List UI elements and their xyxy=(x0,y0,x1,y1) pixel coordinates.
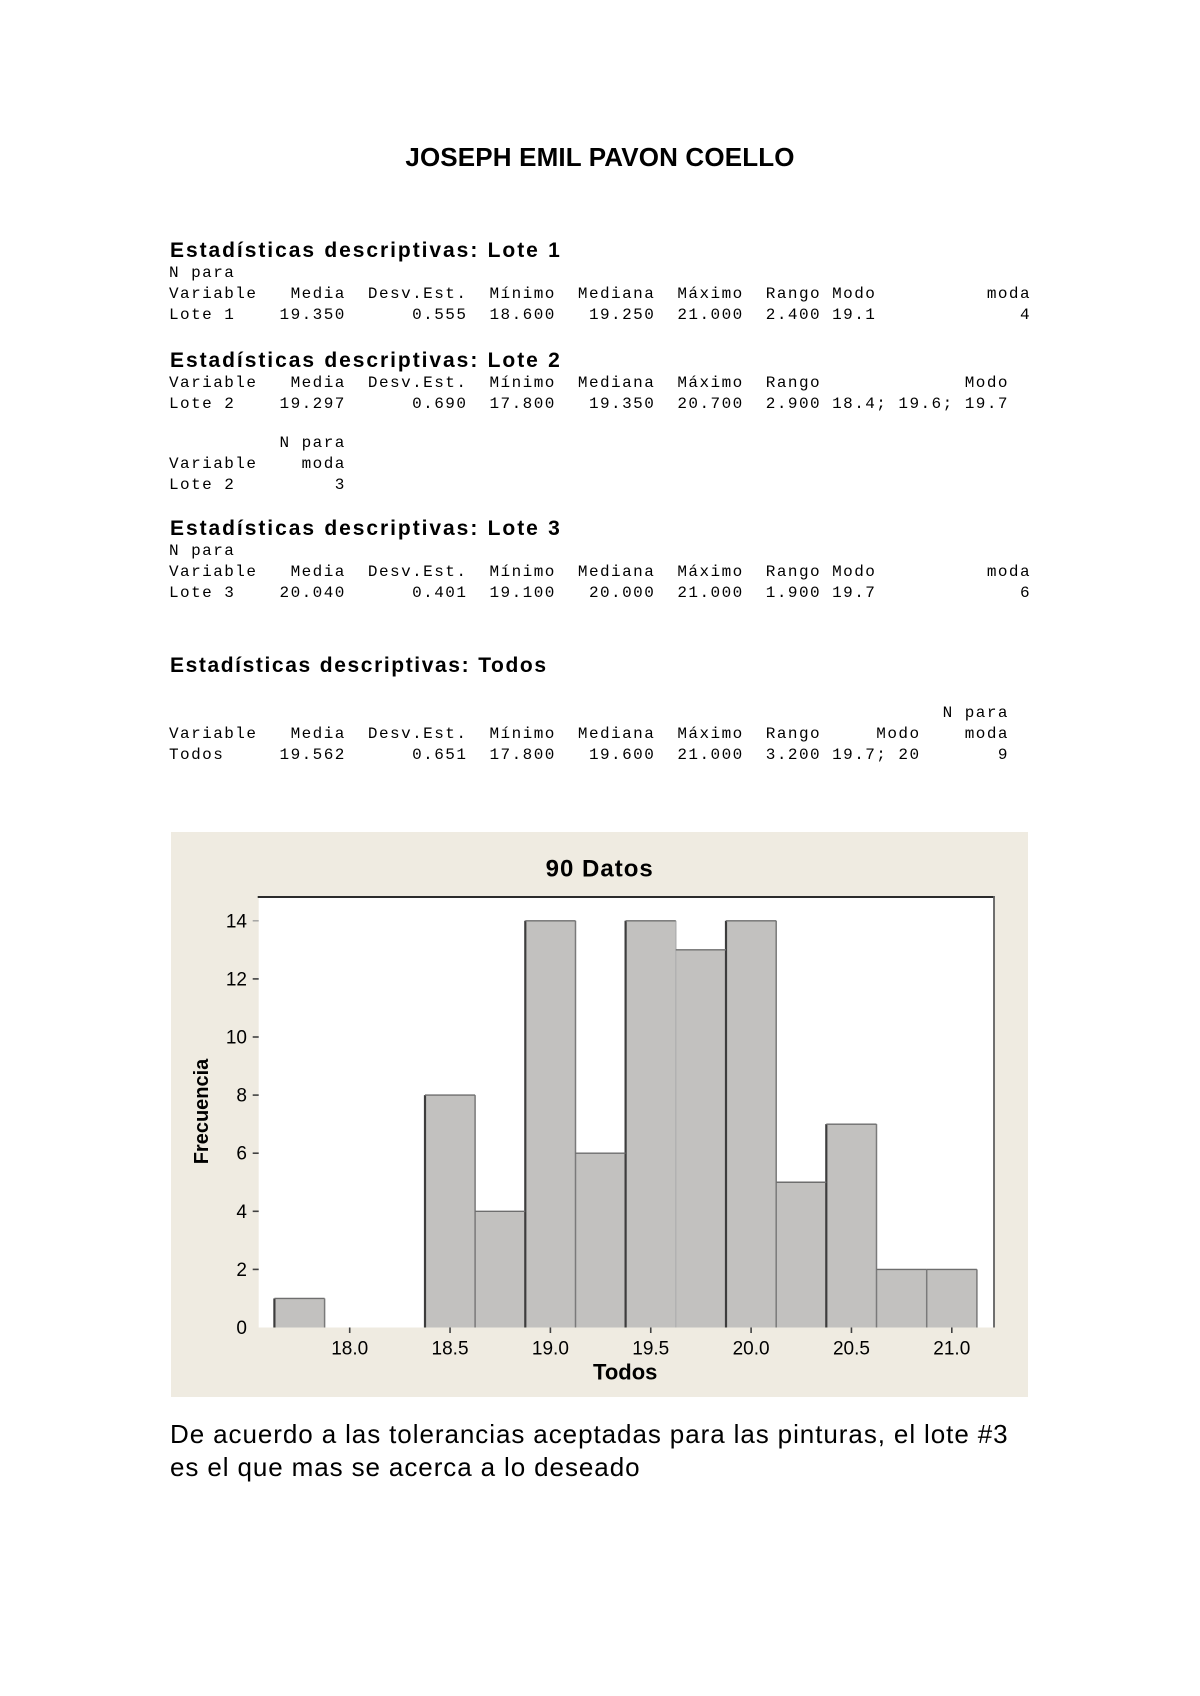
svg-text:Todos: Todos xyxy=(593,1360,657,1385)
svg-text:20.5: 20.5 xyxy=(833,1339,870,1360)
svg-text:4: 4 xyxy=(236,1202,247,1223)
svg-text:6: 6 xyxy=(236,1144,247,1165)
svg-text:12: 12 xyxy=(226,969,247,990)
svg-text:19.0: 19.0 xyxy=(532,1339,569,1360)
svg-text:0: 0 xyxy=(236,1318,247,1339)
svg-text:20.0: 20.0 xyxy=(733,1339,770,1360)
svg-text:14: 14 xyxy=(226,911,248,932)
svg-text:19.5: 19.5 xyxy=(632,1339,669,1360)
svg-text:2: 2 xyxy=(236,1260,247,1281)
svg-text:8: 8 xyxy=(236,1086,247,1107)
svg-text:18.5: 18.5 xyxy=(432,1339,469,1360)
svg-text:18.0: 18.0 xyxy=(331,1339,368,1360)
svg-text:90 Datos: 90 Datos xyxy=(546,855,654,882)
svg-text:Frecuencia: Frecuencia xyxy=(191,1058,213,1164)
svg-text:10: 10 xyxy=(226,1028,247,1049)
svg-text:21.0: 21.0 xyxy=(933,1339,970,1360)
